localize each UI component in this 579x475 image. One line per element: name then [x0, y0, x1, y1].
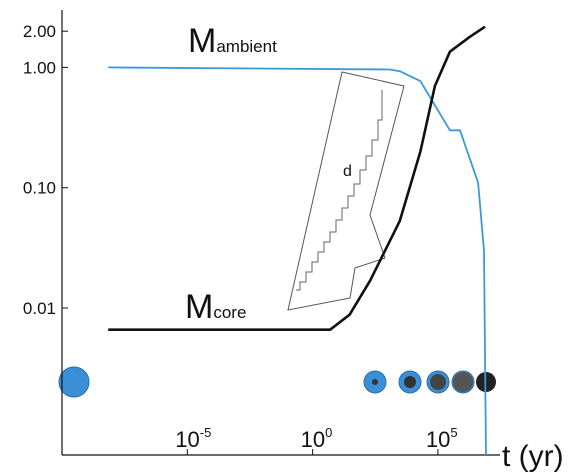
- y-tick-label: 0.01: [23, 299, 56, 318]
- stage-core: [404, 376, 416, 388]
- x-tick-base: 10: [426, 427, 450, 452]
- x-axis-label: t (yr): [502, 440, 564, 473]
- x-tick-exponent: 0: [325, 425, 332, 440]
- core-symbol: M: [185, 288, 213, 326]
- stage-core: [372, 379, 378, 385]
- y-tick-label: 2.00: [23, 22, 56, 41]
- x-tick-base: 10: [301, 427, 325, 452]
- inset-label: d: [343, 163, 352, 180]
- x-tick-exponent: 5: [450, 425, 457, 440]
- stage-core: [453, 372, 473, 392]
- inset-frame: [287, 71, 405, 311]
- ambient-subscript: ambient: [216, 37, 277, 56]
- x-tick-label: 100: [301, 425, 333, 452]
- stage-icons: [58, 366, 496, 398]
- ambient-label: Mambient: [188, 22, 277, 60]
- series-line: [108, 66, 487, 456]
- stage-core: [430, 374, 446, 390]
- x-tick-base: 10: [175, 427, 199, 452]
- stage-icon: [58, 366, 90, 398]
- x-tick-label: 10-5: [175, 425, 211, 452]
- x-tick-label: 105: [426, 425, 458, 452]
- series-line: [108, 25, 486, 331]
- inset-staircase: [296, 90, 383, 291]
- ambient-symbol: M: [188, 22, 216, 60]
- core-label: Mcore: [185, 288, 246, 326]
- y-tick-label: 1.00: [23, 58, 56, 77]
- y-tick-label: 0.10: [23, 179, 56, 198]
- x-tick-exponent: -5: [200, 425, 212, 440]
- core-subscript: core: [213, 303, 246, 322]
